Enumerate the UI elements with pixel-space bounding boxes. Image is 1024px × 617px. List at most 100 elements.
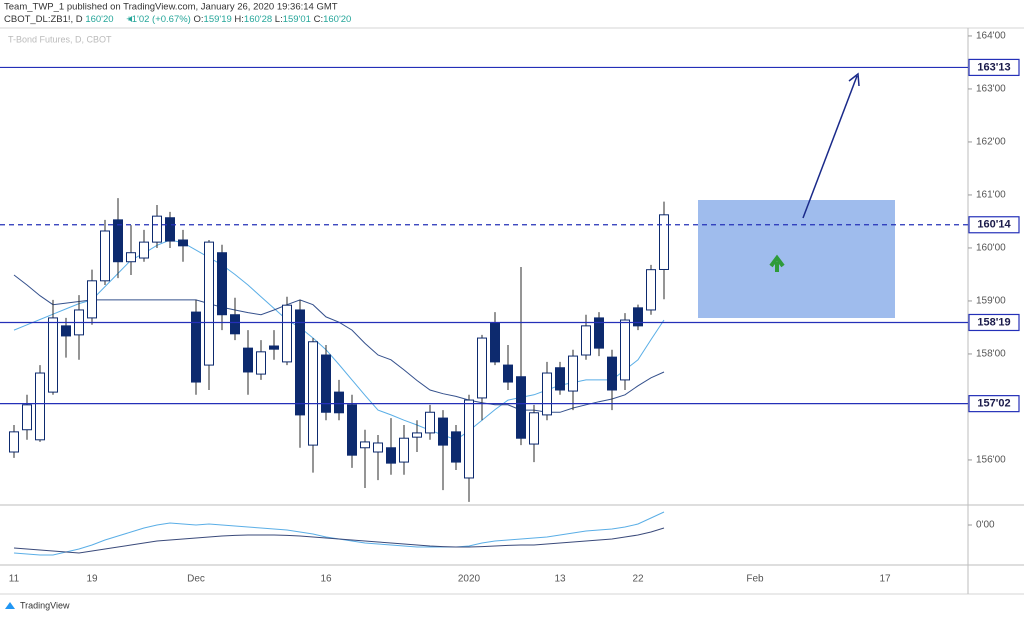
candle-body: [607, 356, 617, 391]
candle-body: [9, 431, 19, 453]
candle-body: [373, 442, 383, 453]
c-label: C:: [314, 14, 324, 25]
trend-arrow: [802, 75, 858, 219]
candle-body: [113, 219, 123, 263]
x-tick-label: Dec: [187, 574, 205, 585]
level-label-box: [968, 395, 1020, 413]
candle-body: [282, 304, 292, 363]
y-tick-label: 162'00: [976, 137, 1006, 148]
line-series: [13, 527, 665, 554]
candle-body: [360, 441, 370, 449]
y-tick-label: 160'00: [976, 243, 1006, 254]
candle-body: [542, 372, 552, 416]
candle-body: [178, 239, 188, 247]
candle-body: [48, 317, 58, 393]
level-label: 163'13: [977, 61, 1010, 73]
x-tick-label: 13: [554, 574, 566, 585]
high: 160'28: [244, 14, 272, 25]
candle-body: [321, 354, 331, 413]
y-tick-label: 161'00: [976, 190, 1006, 201]
candle-body: [646, 269, 656, 311]
x-tick-label: Feb: [746, 574, 764, 585]
brand: TradingView: [20, 600, 70, 610]
header-icon: [128, 16, 132, 22]
trend-arrow-head: [848, 72, 860, 87]
h-label: H:: [234, 14, 244, 25]
level-label: 158'19: [977, 316, 1010, 328]
low: 159'01: [283, 14, 311, 25]
y-tick-label: 163'00: [976, 84, 1006, 95]
target-zone: [698, 200, 895, 318]
candle-body: [295, 309, 305, 416]
candle-body: [399, 437, 409, 463]
y-tick-label: 156'00: [976, 455, 1006, 466]
candle-body: [126, 252, 136, 263]
level-label: 157'02: [977, 398, 1010, 410]
candle-body: [425, 411, 435, 434]
x-tick-label: 16: [320, 574, 332, 585]
candle-body: [308, 341, 318, 446]
candle-body: [334, 391, 344, 414]
candle-body: [412, 432, 422, 438]
candle-body: [490, 322, 500, 363]
level-label-box: [968, 58, 1020, 77]
candle-body: [230, 314, 240, 335]
plot-area: [0, 66, 968, 556]
level-label-box: [968, 216, 1020, 234]
level-label-box: [968, 313, 1020, 332]
candle-body: [217, 252, 227, 316]
chart-title: T-Bond Futures, D, CBOT: [8, 34, 112, 44]
candle-body: [152, 215, 162, 243]
candle-body: [100, 230, 110, 282]
candle-body: [620, 319, 630, 381]
candle-body: [204, 241, 214, 366]
symbol: CBOT_DL:ZB1!, D: [4, 14, 83, 25]
candle-body: [516, 376, 526, 439]
symbol-line: CBOT_DL:ZB1!, D 160'20 +1'02 (+0.67%) O:…: [4, 14, 351, 25]
candle-body: [139, 241, 149, 259]
candle-body: [659, 214, 669, 270]
change: +1'02 (+0.67%): [126, 14, 191, 25]
candle-body: [503, 364, 513, 383]
last-price: 160'20: [85, 14, 113, 25]
x-tick-label: 19: [86, 574, 98, 585]
candle-body: [243, 347, 253, 373]
candle-body: [529, 412, 539, 445]
x-tick-label: 11: [9, 574, 20, 585]
candle-body: [269, 345, 279, 350]
publisher: Team_TWP_1 published on TradingView.com,…: [4, 2, 338, 13]
candle-body: [61, 325, 71, 337]
up-arrow-icon: [769, 254, 785, 272]
candle-body: [451, 431, 461, 463]
candle-body: [555, 367, 565, 391]
candle-body: [35, 372, 45, 441]
candle-body: [438, 417, 448, 446]
y-tick-label: 164'00: [976, 31, 1006, 42]
level-label: 160'14: [977, 219, 1011, 231]
candle-body: [165, 217, 175, 242]
candle-body: [87, 280, 97, 319]
x-tick-label: 2020: [458, 574, 481, 585]
l-label: L:: [275, 14, 283, 25]
candle-body: [581, 325, 591, 356]
x-tick-label: 17: [879, 574, 891, 585]
candle-body: [191, 311, 201, 383]
open: 159'19: [204, 14, 232, 25]
candle-body: [464, 399, 474, 479]
candle-body: [386, 447, 396, 464]
candle-body: [477, 337, 487, 399]
y-tick-label: 0'00: [976, 520, 995, 531]
y-tick-label: 159'00: [976, 296, 1006, 307]
brand-logo: [5, 602, 15, 609]
candle-body: [22, 404, 32, 431]
candle-body: [594, 317, 604, 349]
candle-body: [347, 404, 357, 456]
o-label: O:: [194, 14, 204, 25]
x-tick-label: 22: [632, 574, 644, 585]
candle-body: [633, 307, 643, 327]
y-tick-label: 158'00: [976, 349, 1006, 360]
close: 160'20: [323, 14, 351, 25]
candle-body: [568, 355, 578, 392]
